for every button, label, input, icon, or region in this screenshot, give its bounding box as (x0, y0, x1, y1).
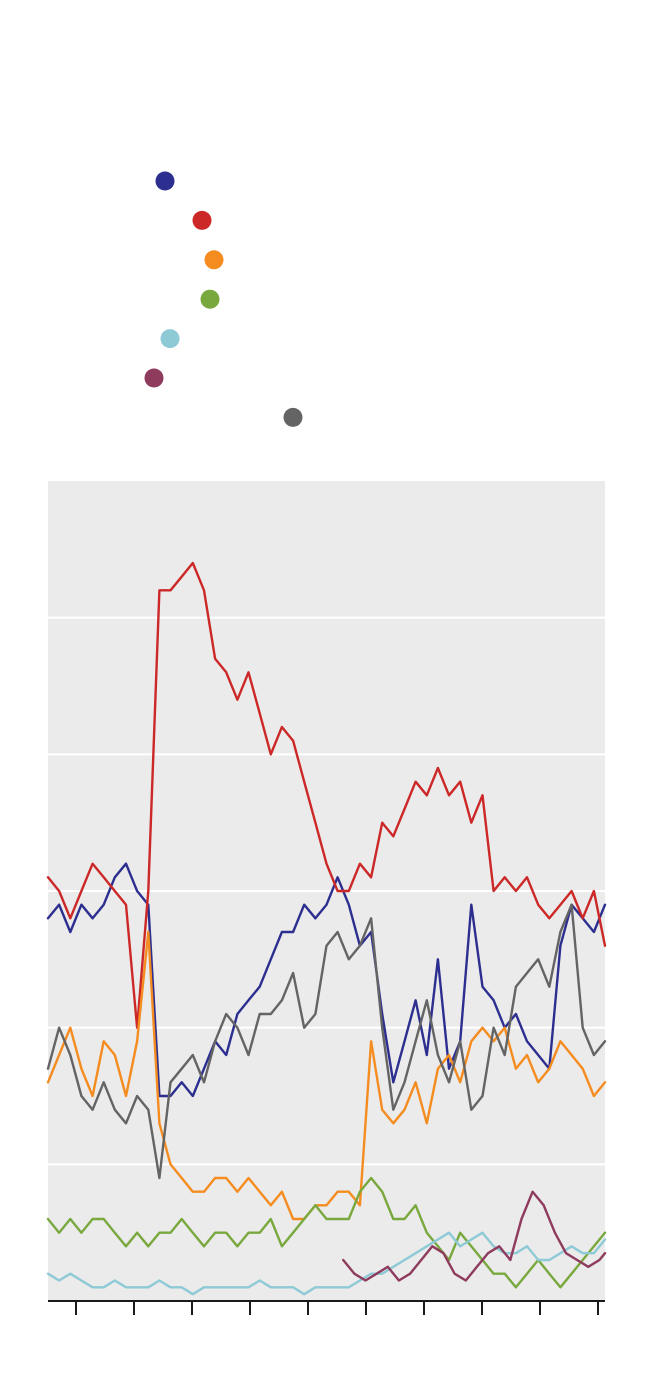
x-axis (48, 1300, 605, 1315)
legend-marker-6 (144, 368, 164, 388)
series-line-7 (46, 903, 607, 1180)
series-line-4 (46, 1176, 607, 1289)
legend (144, 171, 303, 427)
series-line-1 (46, 862, 607, 1098)
series-line-6 (342, 1190, 607, 1282)
legend-marker-1 (155, 171, 175, 191)
legend-marker-3 (204, 250, 224, 270)
legend-marker-4 (200, 289, 220, 309)
legend-marker-7 (283, 407, 303, 427)
series-line-2 (46, 561, 607, 1029)
series-group (46, 561, 607, 1296)
legend-marker-2 (192, 210, 212, 230)
gridlines (48, 616, 605, 1166)
series-line-3 (46, 930, 607, 1221)
legend-marker-5 (160, 329, 180, 349)
